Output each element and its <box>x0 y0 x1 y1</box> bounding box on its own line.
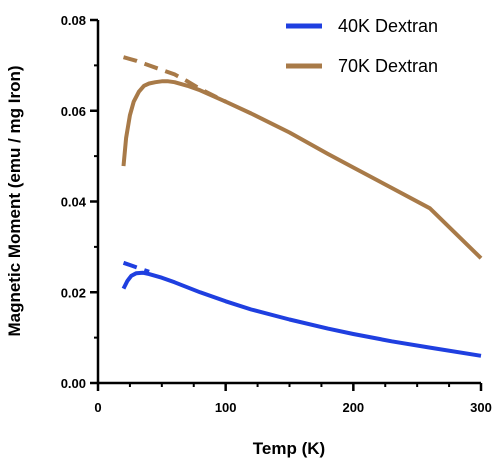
series-layer <box>121 55 483 358</box>
series-40k-solid-line <box>121 270 482 358</box>
y-tick-label: 0.08 <box>61 13 86 28</box>
x-tick-label: 100 <box>215 400 237 415</box>
series-70k-solid-line <box>121 79 483 260</box>
y-ticks: 0.00 0.02 0.04 0.06 0.08 <box>61 13 98 391</box>
x-tick-label: 0 <box>94 400 101 415</box>
y-tick-label: 0.04 <box>61 195 87 210</box>
y-axis-title: Magnetic Moment (emu / mg Iron) <box>5 65 24 336</box>
legend-label-40k: 40K Dextran <box>338 16 438 36</box>
legend: 40K Dextran 70K Dextran <box>286 16 438 76</box>
x-axis-title: Temp (K) <box>253 439 325 458</box>
y-tick-label: 0.06 <box>61 104 86 119</box>
legend-label-70k: 70K Dextran <box>338 56 438 76</box>
series-40k-dashed-line <box>122 260 150 274</box>
series-70k-dashed-line <box>122 55 227 104</box>
x-ticks: 0 100 200 300 <box>94 383 492 415</box>
x-tick-label: 200 <box>342 400 364 415</box>
x-tick-label: 300 <box>470 400 492 415</box>
y-tick-label: 0.00 <box>61 376 86 391</box>
y-tick-label: 0.02 <box>61 285 86 300</box>
